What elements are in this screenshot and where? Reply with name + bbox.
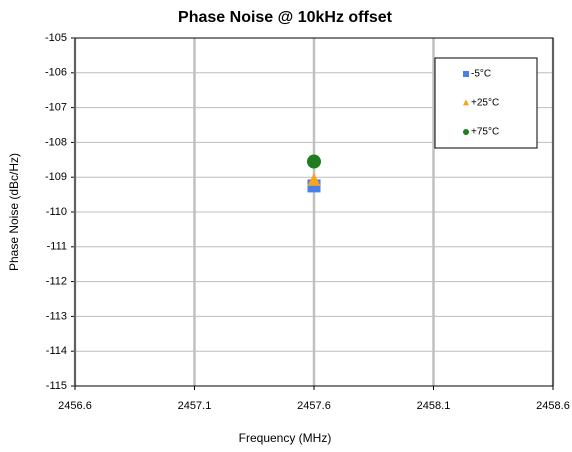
y-axis-label: Phase Noise (dBc/Hz) (7, 153, 21, 271)
legend-box (434, 57, 538, 149)
y-tick-label: -111 (47, 241, 67, 253)
y-tick-label: -110 (46, 206, 67, 218)
x-axis-label: Frequency (MHz) (239, 431, 332, 445)
chart-title: Phase Noise @ 10kHz offset (178, 9, 393, 26)
x-tick-label: 2457.6 (297, 400, 331, 412)
y-tick-label: -107 (45, 102, 67, 114)
marker (463, 99, 469, 106)
marker (463, 129, 469, 135)
y-tick-label: -114 (46, 345, 67, 357)
x-tick-label: 2458.1 (417, 400, 451, 412)
legend-label: -5°C (471, 69, 491, 80)
y-tick-label: -105 (45, 32, 67, 44)
legend-label: +25°C (471, 98, 499, 109)
y-tick-label: -113 (46, 310, 67, 322)
x-tick-label: 2458.6 (536, 400, 570, 412)
legend-label: +75°C (471, 127, 499, 138)
y-tick-label: -108 (45, 136, 67, 148)
marker (307, 154, 321, 169)
y-tick-label: -106 (45, 67, 67, 79)
x-tick-label: 2456.6 (58, 400, 92, 412)
y-tick-label: -115 (46, 380, 67, 392)
x-tick-label: 2457.1 (178, 400, 212, 412)
marker (463, 71, 469, 77)
marker (307, 172, 321, 186)
y-tick-label: -112 (46, 276, 67, 288)
plot-frame (74, 37, 554, 387)
y-tick-label: -109 (45, 171, 67, 183)
